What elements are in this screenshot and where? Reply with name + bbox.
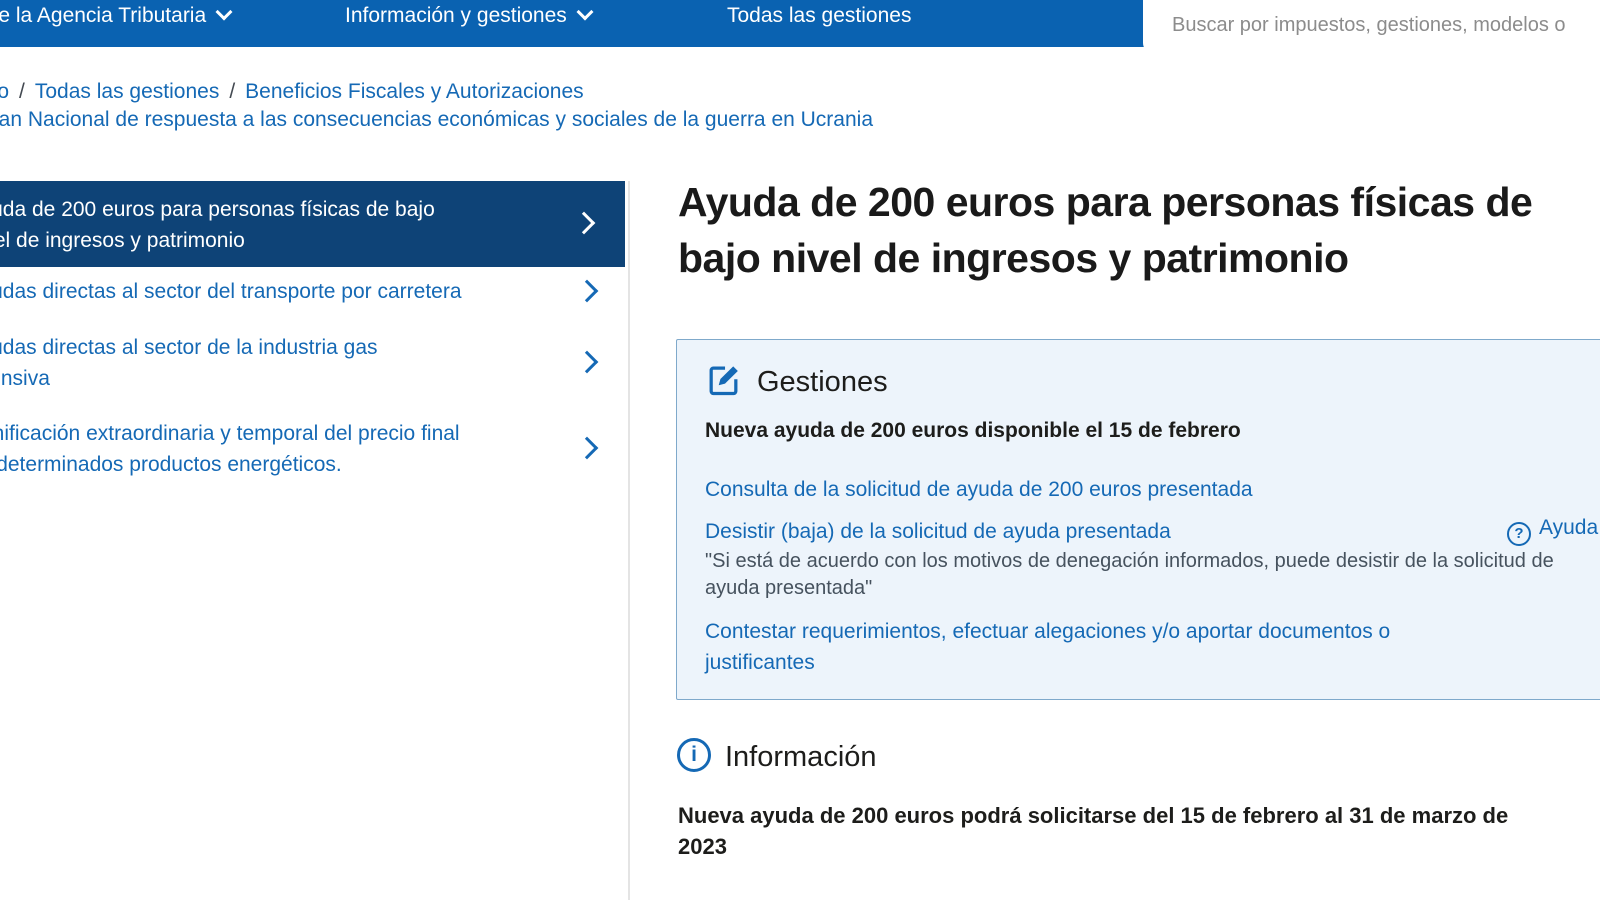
info-circle-icon: i — [677, 738, 711, 772]
nav-item-about-agency[interactable]: Sobre la Agencia Tributaria — [0, 3, 233, 28]
help-question-icon: ? — [1507, 521, 1531, 546]
breadcrumb-link-inicio[interactable]: Inicio — [0, 80, 10, 103]
breadcrumb-link-beneficios[interactable]: Beneficios Fiscales y Autorizaciones — [245, 80, 584, 103]
breadcrumb: Inicio / Todas las gestiones / Beneficios Fi… — [0, 80, 584, 104]
edit-square-icon — [705, 362, 742, 404]
breadcrumb-current-page[interactable]: Plan Nacional de respuesta a las consecu… — [0, 108, 874, 131]
notice-line: 2023 — [678, 834, 727, 859]
help-label: Ayuda — [1539, 516, 1599, 539]
desistir-explanation-text: "Si está de acuerdo con los motivos de d… — [705, 548, 1554, 602]
sidebar-item-bonificacion-energeticos[interactable]: Bonificación extraordinaria y temporal d… — [0, 418, 625, 480]
page-title-line: bajo nivel de ingresos y patrimonio — [678, 235, 1349, 281]
sidebar-item-label: Ayudas directas al sector de la industri… — [0, 336, 378, 359]
nav-item-label: Sobre la Agencia Tributaria — [0, 4, 207, 27]
gestiones-panel: Gestiones Nueva ayuda de 200 euros dispo… — [676, 339, 1600, 700]
nav-item-label: Todas las gestiones — [727, 4, 912, 27]
search-input[interactable] — [1143, 0, 1600, 53]
nav-item-label: Información y gestiones — [345, 4, 567, 27]
gestiones-heading: Gestiones — [757, 366, 888, 398]
page-title-line: Ayuda de 200 euros para personas físicas… — [678, 179, 1533, 225]
sidebar-item-label: intensiva — [0, 367, 50, 390]
chevron-down-icon — [576, 3, 594, 21]
informacion-notice: Nueva ayuda de 200 euros podrá solicitar… — [678, 800, 1508, 862]
breadcrumb-separator: / — [19, 80, 25, 103]
quote-line: ayuda presentada" — [705, 577, 873, 599]
sidebar-item-label: Ayudas directas al sector del transporte… — [0, 280, 462, 303]
page-title: Ayuda de 200 euros para personas físicas… — [678, 174, 1533, 286]
sidebar-item-label: de determinados productos energéticos. — [0, 453, 342, 476]
sidebar-item-transporte-carretera[interactable]: Ayudas directas al sector del transporte… — [0, 276, 625, 307]
informacion-heading: Información — [725, 741, 877, 773]
help-link[interactable]: ? Ayuda — [1507, 516, 1598, 546]
gestiones-notice: Nueva ayuda de 200 euros disponible el 1… — [705, 419, 1241, 442]
info-glyph: i — [677, 738, 711, 772]
link-line: Contestar requerimientos, efectuar alega… — [705, 620, 1391, 643]
nav-item-todas-gestiones[interactable]: Todas las gestiones — [727, 4, 911, 28]
sidebar-item-label: Bonificación extraordinaria y temporal d… — [0, 422, 460, 445]
nav-item-information-gestiones[interactable]: Información y gestiones — [345, 3, 594, 28]
sidebar-content-divider — [628, 181, 630, 900]
sidebar-item-ayuda-200-euros[interactable]: Ayuda de 200 euros para personas físicas… — [0, 181, 625, 267]
sidebar-item-industria-gas[interactable]: Ayudas directas al sector de la industri… — [0, 332, 625, 394]
sidebar-item-label: Ayuda de 200 euros para personas físicas… — [0, 198, 435, 221]
breadcrumb-link-todas-gestiones[interactable]: Todas las gestiones — [34, 80, 220, 103]
link-line: justificantes — [705, 651, 815, 674]
link-contestar-requerimientos[interactable]: Contestar requerimientos, efectuar alega… — [705, 616, 1390, 678]
link-consulta-solicitud[interactable]: Consulta de la solicitud de ayuda de 200… — [705, 478, 1253, 501]
notice-line: Nueva ayuda de 200 euros podrá solicitar… — [678, 803, 1509, 828]
sidebar-item-label: nivel de ingresos y patrimonio — [0, 229, 245, 252]
breadcrumb-separator: / — [229, 80, 236, 103]
chevron-down-icon — [215, 3, 233, 21]
link-desistir-solicitud[interactable]: Desistir (baja) de la solicitud de ayuda… — [705, 520, 1171, 543]
quote-line: "Si está de acuerdo con los motivos de d… — [705, 550, 1554, 572]
